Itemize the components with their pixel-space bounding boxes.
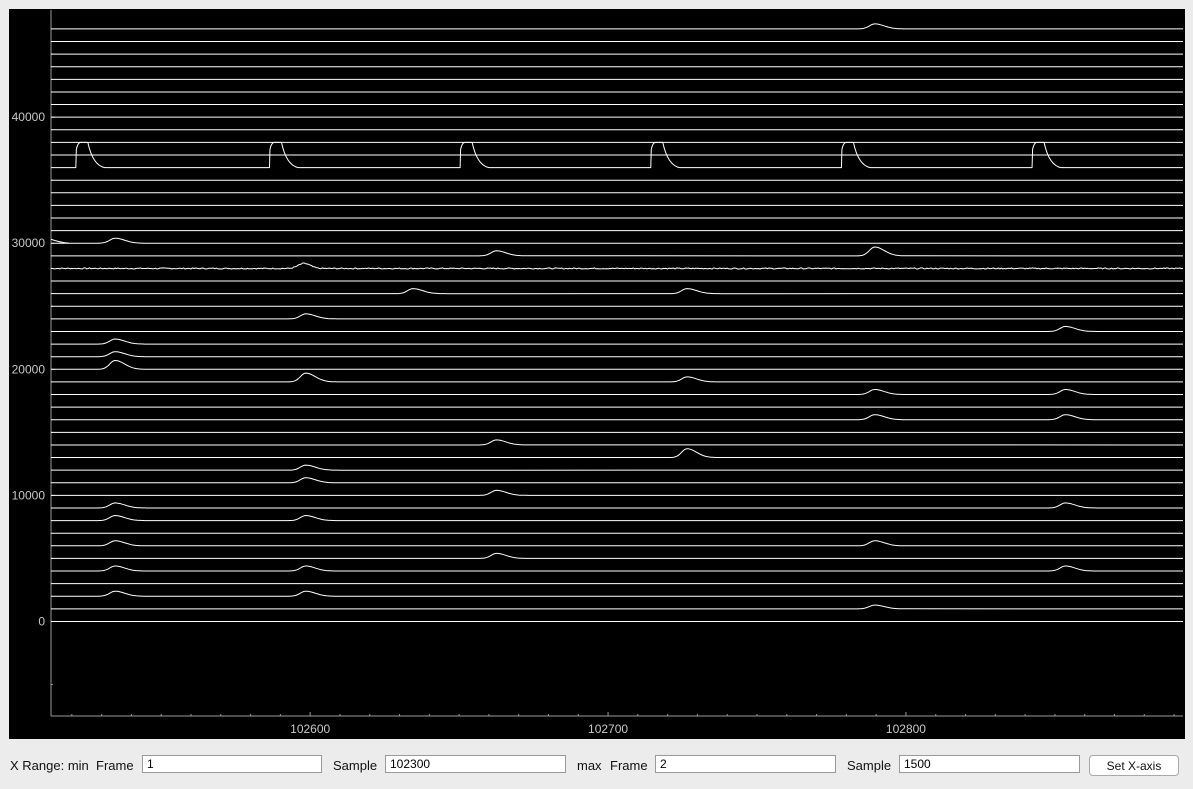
waveform-trace (51, 326, 1183, 331)
waveform-trace (51, 440, 1183, 445)
min-sample-label: Sample (333, 758, 377, 773)
waveform-trace (51, 24, 1183, 29)
x-tick-label: 102700 (588, 722, 628, 736)
waveform-trace (51, 339, 1183, 344)
waveform-trace (51, 415, 1183, 420)
waveform-trace (51, 390, 1183, 395)
waveform-trace (51, 553, 1183, 558)
y-tick-label: 20000 (12, 362, 46, 376)
set-x-axis-button[interactable]: Set X-axis (1089, 755, 1179, 776)
max-frame-input[interactable] (655, 755, 836, 773)
x-tick-label: 102800 (886, 722, 926, 736)
waveform-trace (51, 605, 1183, 609)
waveform-trace (51, 238, 1183, 243)
waveform-trace (51, 516, 1183, 521)
y-tick-label: 0 (38, 614, 45, 628)
max-sample-input[interactable] (899, 755, 1080, 773)
waveform-trace (51, 263, 1183, 269)
waveform-trace-edge (51, 239, 69, 243)
min-frame-input[interactable] (142, 755, 322, 773)
max-sample-label: Sample (847, 758, 891, 773)
y-tick-label: 30000 (12, 236, 46, 250)
min-sample-input[interactable] (385, 755, 566, 773)
waveform-trace (51, 478, 1183, 483)
waveform-trace (51, 566, 1183, 571)
waveform-trace (51, 465, 1183, 470)
waveform-trace (51, 352, 1183, 357)
waveform-trace (51, 289, 1183, 294)
x-tick-label: 102600 (290, 722, 330, 736)
max-label: max (577, 758, 602, 773)
y-tick-label: 10000 (12, 488, 46, 502)
y-tick-label: 40000 (12, 110, 46, 124)
plot-canvas[interactable]: 0 10000 20000 30000 40000 102600 102700 102800 (9, 9, 1185, 739)
waveform-trace (51, 503, 1183, 508)
min-frame-label: Frame (96, 758, 134, 773)
max-frame-label: Frame (610, 758, 648, 773)
waveform-trace (51, 247, 1183, 256)
waveform-trace (51, 361, 1183, 370)
x-range-min-label: X Range: min (10, 758, 89, 773)
waveform-trace (51, 591, 1183, 596)
waveform-trace (51, 541, 1183, 546)
waveform-trace (51, 490, 1183, 495)
x-range-controls: X Range: min Frame Sample max Frame Samp… (0, 748, 1193, 784)
waveform-trace (51, 373, 1183, 382)
waveform-trace (51, 314, 1183, 319)
waveform-trace (51, 449, 1183, 458)
waveform-plot[interactable]: 0 10000 20000 30000 40000 102600 102700 102800 (9, 9, 1185, 739)
